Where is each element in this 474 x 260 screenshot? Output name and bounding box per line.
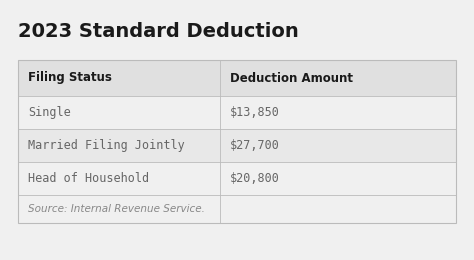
Text: Married Filing Jointly: Married Filing Jointly [28,139,185,152]
Text: $27,700: $27,700 [230,139,280,152]
Bar [18,60,456,96]
Text: Source: Internal Revenue Service.: Source: Internal Revenue Service. [28,204,205,214]
Bar [18,60,456,223]
Bar [18,162,456,195]
Text: 2023 Standard Deduction: 2023 Standard Deduction [18,22,299,41]
Text: Deduction Amount: Deduction Amount [230,72,353,84]
Text: Filing Status: Filing Status [28,72,112,84]
Text: Head of Household: Head of Household [28,172,149,185]
Bar [18,96,456,129]
Bar [18,129,456,162]
Bar [18,195,456,223]
Text: $20,800: $20,800 [230,172,280,185]
Text: Single: Single [28,106,71,119]
Text: $13,850: $13,850 [230,106,280,119]
